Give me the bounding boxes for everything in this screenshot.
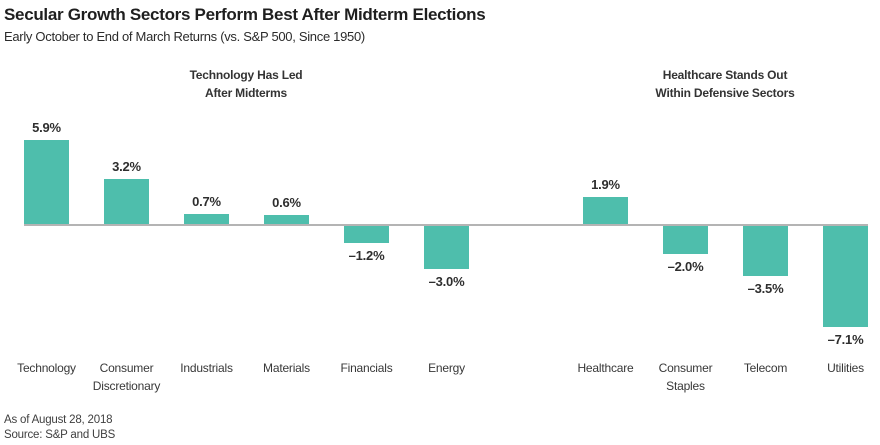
value-label-industrials: 0.7% <box>192 194 221 210</box>
category-label-consumer-staples: Consumer Staples <box>658 361 713 393</box>
annotation-technology: Technology Has Led After Midterms <box>146 66 346 102</box>
footnote: As of August 28, 2018 Source: S&P and UB… <box>4 413 115 443</box>
category-label-healthcare: Healthcare <box>577 361 634 375</box>
value-label-energy: –3.0% <box>428 273 465 289</box>
source-note: Source: S&P and UBS <box>4 429 116 441</box>
value-label-materials: 0.6% <box>272 195 301 211</box>
bar-energy <box>424 226 469 269</box>
value-label-technology: 5.9% <box>32 120 61 136</box>
annotation-healthcare: Healthcare Stands Out Within Defensive S… <box>615 66 835 102</box>
value-label-healthcare: 1.9% <box>591 177 620 193</box>
as-of-date: As of August 28, 2018 <box>4 414 113 426</box>
category-label-utilities: Utilities <box>827 361 864 375</box>
value-label-financials: –1.2% <box>348 248 385 264</box>
bar-industrials <box>184 214 229 224</box>
category-label-technology: Technology <box>17 361 76 375</box>
value-label-utilities: –7.1% <box>827 331 864 347</box>
category-label-energy: Energy <box>428 361 465 375</box>
bar-consumer-discretionary <box>104 178 149 224</box>
category-label-consumer-discretionary: Consumer Discretionary <box>92 361 161 393</box>
bar-materials <box>264 215 309 224</box>
category-label-industrials: Industrials <box>180 361 233 375</box>
annotation-technology-line1: Technology Has Led <box>189 68 303 82</box>
category-label-telecom: Telecom <box>743 361 788 375</box>
chart-title: Secular Growth Sectors Perform Best Afte… <box>4 5 486 24</box>
category-label-financials: Financials <box>340 361 393 375</box>
annotation-healthcare-line1: Healthcare Stands Out <box>662 68 788 82</box>
value-label-consumer-staples: –2.0% <box>667 259 704 275</box>
bar-healthcare <box>583 197 628 224</box>
bar-telecom <box>743 226 788 276</box>
annotation-technology-line2: After Midterms <box>205 86 287 100</box>
bar-financials <box>344 226 389 244</box>
bar-consumer-staples <box>663 226 708 255</box>
annotation-healthcare-line2: Within Defensive Sectors <box>655 86 795 100</box>
category-label-materials: Materials <box>263 361 310 375</box>
bar-technology <box>24 140 69 224</box>
bar-utilities <box>823 226 868 327</box>
value-label-consumer-discretionary: 3.2% <box>112 158 141 174</box>
zero-axis-line <box>24 224 868 226</box>
value-label-telecom: –3.5% <box>747 280 784 296</box>
chart-subtitle: Early October to End of March Returns (v… <box>4 29 365 44</box>
